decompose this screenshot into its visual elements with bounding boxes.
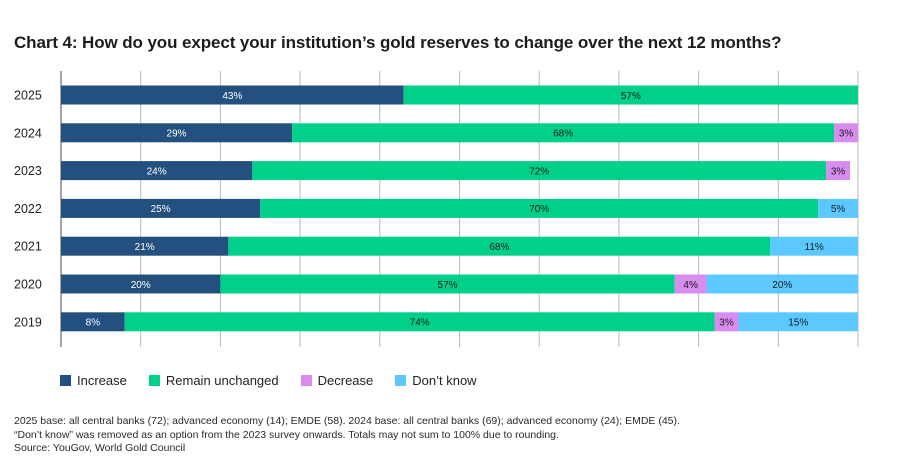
legend-label-remain-unchanged: Remain unchanged	[165, 373, 279, 388]
chart-legend: Increase Remain unchanged Decrease Don’t…	[60, 373, 477, 388]
bar-remain-unchanged-2023	[252, 161, 827, 181]
data-label-increase-2022: 25%	[151, 204, 171, 215]
data-label-decrease-2020: 4%	[683, 280, 698, 291]
data-label-remain-unchanged-2022: 70%	[529, 204, 549, 215]
y-tick-label-2021: 2021	[14, 240, 42, 254]
chart-plot: 2025 43% 57% 2024 29% 68% 3% 2023 24% 72% 3% 2022 25…	[14, 71, 859, 347]
data-label-remain-unchanged-2020: 57%	[438, 280, 458, 291]
bar-remain-unchanged-2021	[228, 236, 771, 256]
data-label-decrease-2023: 3%	[831, 166, 846, 177]
legend-swatch-decrease	[300, 375, 312, 386]
data-label-remain-unchanged-2025: 57%	[621, 91, 641, 102]
data-label-increase-2024: 29%	[167, 129, 187, 140]
bar-increase-2024	[61, 123, 293, 143]
data-label-increase-2020: 20%	[131, 280, 151, 291]
legend-swatch-dont-know	[395, 375, 407, 386]
data-label-don-t-know-2022: 5%	[831, 204, 846, 215]
data-label-don-t-know-2020: 20%	[772, 280, 792, 291]
bar-decrease-2023	[826, 161, 851, 181]
bar-increase-2020	[61, 274, 221, 294]
bar-decrease-2019	[714, 312, 739, 332]
data-label-increase-2025: 43%	[222, 91, 242, 102]
y-tick-label-2020: 2020	[14, 278, 42, 292]
data-label-don-t-know-2019: 15%	[788, 318, 808, 329]
data-label-remain-unchanged-2021: 68%	[489, 242, 509, 253]
bar-increase-2025	[61, 85, 404, 105]
bar-increase-2021	[61, 236, 229, 256]
data-label-remain-unchanged-2024: 68%	[553, 129, 573, 140]
y-tick-label-2023: 2023	[14, 164, 42, 178]
legend-label-increase: Increase	[77, 373, 127, 388]
y-tick-label-2019: 2019	[14, 315, 42, 329]
y-tick-label-2024: 2024	[14, 126, 42, 140]
bar-increase-2019	[61, 312, 125, 332]
data-label-increase-2021: 21%	[135, 242, 155, 253]
data-label-remain-unchanged-2023: 72%	[529, 166, 549, 177]
bar-remain-unchanged-2020	[220, 274, 675, 294]
bar-remain-unchanged-2025	[403, 85, 858, 105]
bar-decrease-2024	[834, 123, 858, 143]
bar-increase-2022	[61, 198, 261, 218]
chart-notes: 2025 base: all central banks (72); advan…	[14, 415, 680, 456]
data-label-remain-unchanged-2019: 74%	[410, 318, 430, 329]
y-tick-label-2025: 2025	[14, 89, 42, 103]
legend-swatch-remain-unchanged	[148, 375, 160, 386]
bar-remain-unchanged-2019	[124, 312, 715, 332]
data-label-don-t-know-2021: 11%	[805, 242, 824, 253]
legend-item-remain-unchanged: Remain unchanged	[148, 373, 279, 388]
chart-title: Chart 4: How do you expect your institut…	[14, 33, 782, 52]
legend-label-dont-know: Don’t know	[412, 373, 477, 388]
data-label-increase-2023: 24%	[147, 166, 167, 177]
data-label-increase-2019: 8%	[86, 318, 101, 329]
bar-remain-unchanged-2022	[260, 198, 819, 218]
bar-increase-2023	[61, 161, 253, 181]
note-base: 2025 base: all central banks (72); advan…	[14, 415, 680, 427]
data-label-decrease-2024: 3%	[839, 129, 854, 140]
legend-label-decrease: Decrease	[317, 373, 374, 388]
legend-item-increase: Increase	[60, 373, 127, 388]
legend-item-dont-know: Don’t know	[395, 373, 477, 388]
bar-decrease-2020	[674, 274, 707, 294]
data-label-decrease-2019: 3%	[719, 318, 734, 329]
legend-item-decrease: Decrease	[300, 373, 374, 388]
legend-swatch-increase	[60, 375, 71, 386]
bar-don-t-know-2020	[706, 274, 858, 294]
bar-don-t-know-2021	[770, 236, 858, 256]
y-tick-label-2022: 2022	[14, 202, 42, 216]
note-dont-know: “Don’t know” was removed as an option fr…	[14, 428, 559, 441]
bar-don-t-know-2019	[738, 312, 858, 332]
bar-remain-unchanged-2024	[292, 123, 835, 143]
bar-don-t-know-2022	[818, 198, 858, 218]
note-source: Source: YouGov, World Gold Council	[14, 442, 186, 454]
